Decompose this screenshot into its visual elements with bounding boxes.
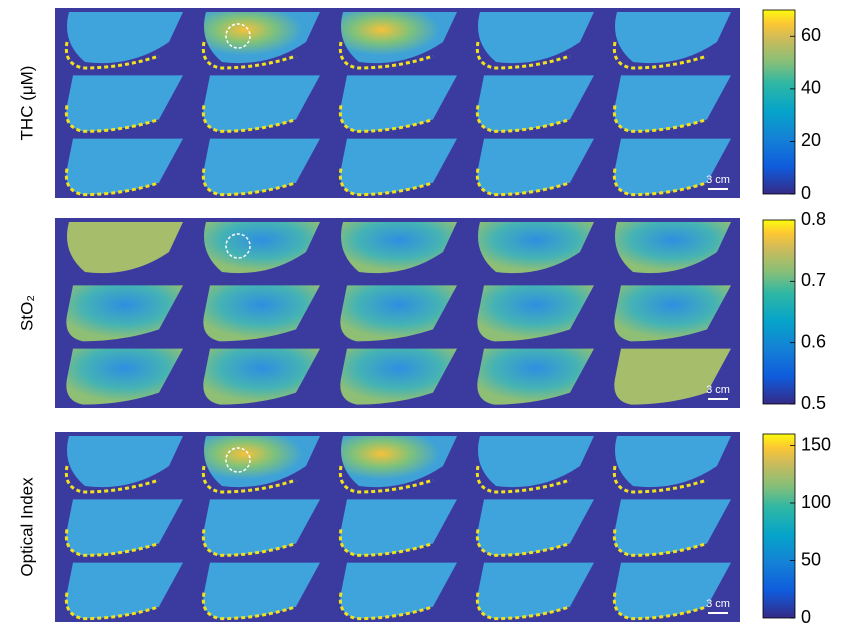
colorbar-tick-label: 0.8	[801, 209, 826, 229]
panel-label: THC (μM)	[17, 66, 36, 141]
colorbar-tick-label: 50	[801, 549, 821, 569]
colorbar-tick-label: 60	[801, 25, 821, 45]
scale-label: 3 cm	[706, 384, 730, 396]
colorbar-tick-label: 150	[801, 434, 831, 454]
colorbar-tick-label: 0.6	[801, 331, 826, 351]
page: 3 cm THC (μM) 0 20 40 60 3 cm StO₂ 0.5 0.6 0.7 0.8 3…	[0, 0, 850, 631]
colorbar	[763, 10, 795, 194]
scale-label: 3 cm	[706, 598, 730, 610]
colorbar	[763, 220, 795, 404]
colorbar-tick-label: 0	[801, 183, 811, 203]
colorbar-tick-label: 0.5	[801, 393, 826, 413]
colorbar-tick-label: 20	[801, 130, 821, 150]
colorbar	[763, 434, 795, 618]
panel-label: Optical Index	[17, 477, 36, 577]
figure: 3 cm THC (μM) 0 20 40 60 3 cm StO₂ 0.5 0.6 0.7 0.8 3…	[0, 0, 850, 631]
colorbar-tick-label: 0.7	[801, 270, 826, 290]
scale-label: 3 cm	[706, 174, 730, 186]
colorbar-tick-label: 100	[801, 492, 831, 512]
panel-label: StO₂	[17, 295, 36, 331]
colorbar-tick-label: 0	[801, 607, 811, 627]
colorbar-tick-label: 40	[801, 78, 821, 98]
